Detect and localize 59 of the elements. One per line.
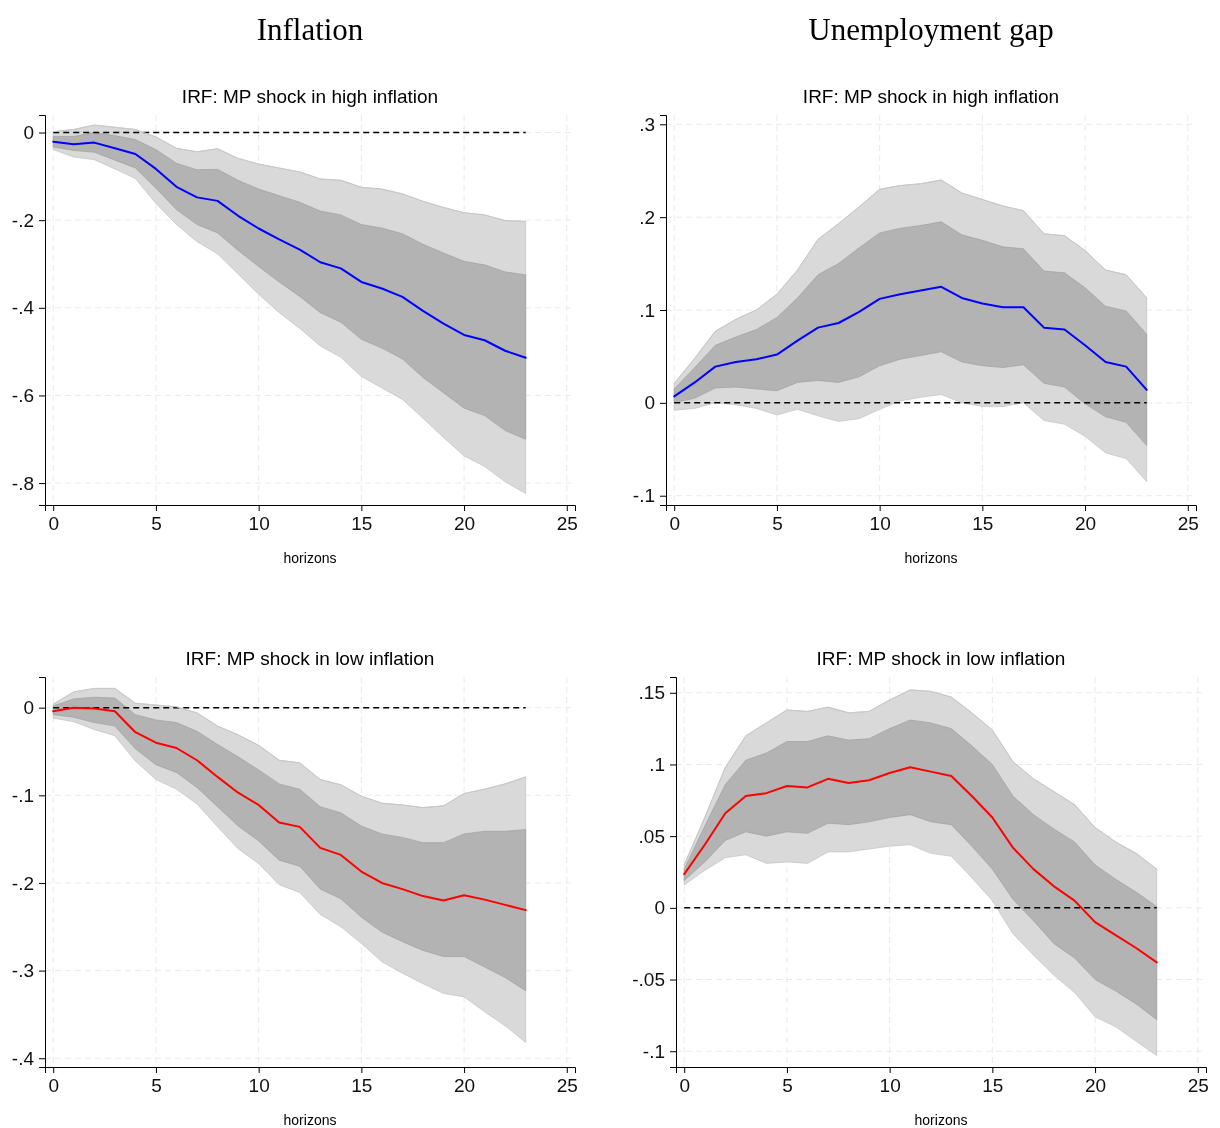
y-tick-label: 0: [23, 122, 34, 144]
x-tick-label: 20: [454, 513, 476, 535]
y-tick-label: .3: [639, 113, 655, 135]
x-tick-label: 10: [879, 1075, 901, 1097]
y-tick-label: -.3: [11, 960, 34, 982]
x-tick-label: 10: [869, 513, 891, 535]
chart-title: Inflation: [256, 12, 364, 47]
x-axis-title: horizons: [914, 1112, 968, 1128]
chart-subtitle: IRF: MP shock in high inflation: [181, 86, 439, 107]
y-tick-label: .15: [638, 682, 665, 704]
x-tick-label: 10: [248, 513, 270, 535]
line-series: [683, 766, 1158, 964]
y-tick-label: -.4: [11, 297, 35, 319]
y-tick-label: -.6: [11, 385, 34, 407]
y-tick-label: 0: [644, 392, 655, 414]
y-tick-label: 0: [654, 897, 665, 919]
y-tick-label: -.05: [632, 969, 665, 991]
y-tick-label: .1: [649, 754, 665, 776]
x-tick-label: 5: [772, 513, 783, 535]
x-tick-label: 0: [669, 513, 681, 535]
y-tick-label: .1: [639, 299, 655, 321]
x-tick-label: 25: [556, 1075, 578, 1097]
line-series: [52, 706, 527, 912]
y-tick-label: 0: [23, 697, 34, 719]
x-tick-label: 15: [972, 513, 994, 535]
x-tick-label: 15: [351, 1075, 373, 1097]
chart-subtitle: IRF: MP shock in high inflation: [802, 86, 1060, 107]
x-tick-label: 20: [1085, 1075, 1107, 1097]
y-tick-label: -.4: [11, 1047, 35, 1069]
y-tick-label: -.2: [11, 209, 34, 231]
x-tick-label: 5: [782, 1075, 793, 1097]
x-tick-label: 0: [679, 1075, 691, 1097]
y-tick-label: -.8: [11, 472, 34, 494]
y-tick-label: -.1: [642, 1040, 665, 1062]
x-tick-label: 25: [1177, 513, 1199, 535]
x-tick-label: 0: [48, 513, 60, 535]
x-tick-label: 0: [48, 1075, 60, 1097]
y-tick-label: -.1: [632, 485, 655, 507]
x-tick-label: 20: [1075, 513, 1097, 535]
y-tick-label: .05: [638, 825, 665, 847]
x-axis-title: horizons: [283, 550, 337, 566]
x-tick-label: 25: [1187, 1075, 1209, 1097]
line-series: [673, 285, 1148, 398]
x-tick-label: 15: [351, 513, 373, 535]
y-tick-label: -.1: [11, 784, 34, 806]
y-tick-label: -.2: [11, 872, 34, 894]
chart-title: Unemployment gap: [808, 12, 1054, 47]
chart-subtitle: IRF: MP shock in low inflation: [185, 648, 435, 669]
x-tick-label: 25: [556, 513, 578, 535]
x-tick-label: 5: [151, 513, 162, 535]
x-axis-title: horizons: [904, 550, 958, 566]
line-series: [52, 140, 527, 359]
x-tick-label: 10: [248, 1075, 270, 1097]
x-tick-label: 20: [454, 1075, 476, 1097]
y-tick-label: .2: [639, 206, 655, 228]
chart-subtitle: IRF: MP shock in low inflation: [816, 648, 1066, 669]
x-tick-label: 15: [982, 1075, 1004, 1097]
x-tick-label: 5: [151, 1075, 162, 1097]
x-axis-title: horizons: [283, 1112, 337, 1128]
